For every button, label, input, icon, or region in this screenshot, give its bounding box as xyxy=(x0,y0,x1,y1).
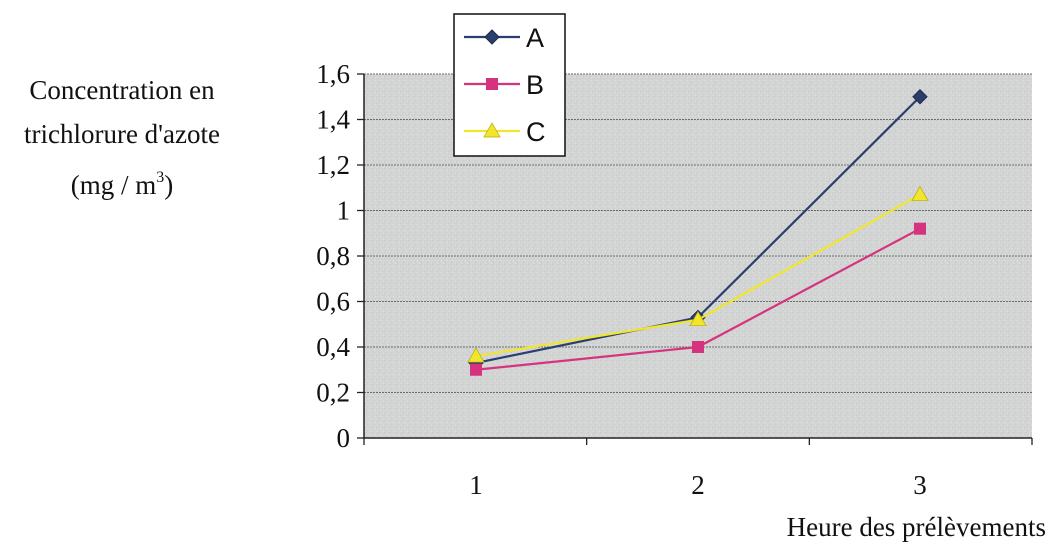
legend: ABC xyxy=(453,13,566,157)
y-tick-label: 0,2 xyxy=(316,378,350,408)
y-axis-unit-prefix: (mg / m xyxy=(70,170,157,200)
legend-marker-b xyxy=(486,78,498,90)
x-axis-label: Heure des prélèvements xyxy=(786,512,1046,542)
y-tick-label: 1,4 xyxy=(316,105,350,135)
x-tick-label: 3 xyxy=(913,470,927,500)
series-c-point xyxy=(467,347,485,363)
y-tick-label: 0,6 xyxy=(316,287,350,317)
series-b xyxy=(470,222,926,376)
x-ticks: 1 2 3 xyxy=(363,438,1033,500)
series-group xyxy=(467,89,929,376)
y-tick-label: 0 xyxy=(337,423,351,453)
legend-label-b: B xyxy=(526,70,544,100)
y-axis-unit: (mg / m3) xyxy=(0,156,244,207)
series-b-point xyxy=(692,341,704,353)
y-axis-unit-exponent: 3 xyxy=(156,169,165,186)
y-axis-label: Concentration en trichlorure d'azote (mg… xyxy=(0,68,244,207)
legend-marker-a xyxy=(484,29,500,45)
series-b-point xyxy=(914,222,926,235)
y-tick-label: 1,2 xyxy=(316,150,350,180)
series-c xyxy=(467,185,929,363)
series-c-point xyxy=(689,310,707,327)
legend-label-a: A xyxy=(526,23,544,53)
y-axis-unit-suffix: ) xyxy=(164,170,174,200)
y-tick-label: 1 xyxy=(337,196,351,226)
series-b-point xyxy=(470,363,482,376)
y-tick-label: 0,4 xyxy=(316,332,350,362)
series-a-point xyxy=(912,89,928,105)
legend-marker-c xyxy=(483,122,501,138)
legend-label-c: C xyxy=(526,117,546,147)
y-ticks: 0 0,2 0,4 0,6 0,8 1 1,2 1,4 1,6 xyxy=(316,59,364,453)
y-axis-label-line-1: Concentration en xyxy=(29,75,215,105)
y-axis-label-line-2: trichlorure d'azote xyxy=(23,119,220,149)
x-tick-label: 1 xyxy=(469,470,483,500)
y-tick-label: 1,6 xyxy=(316,59,350,89)
series-c-point xyxy=(911,185,929,201)
x-tick-label: 2 xyxy=(691,470,705,500)
gridlines xyxy=(364,73,1032,393)
y-tick-label: 0,8 xyxy=(316,241,350,271)
